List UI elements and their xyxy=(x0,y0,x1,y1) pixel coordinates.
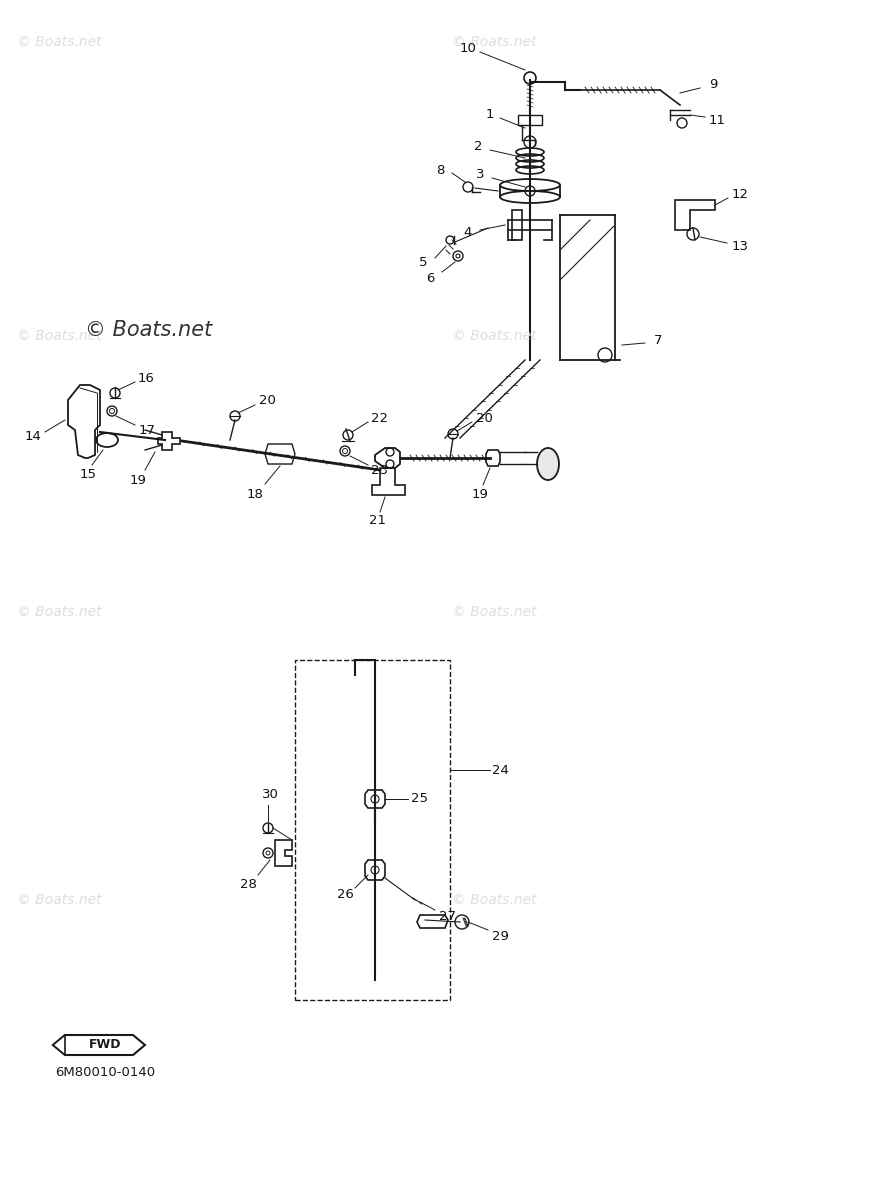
Text: © Boats.net: © Boats.net xyxy=(17,35,102,49)
Text: 6M80010-0140: 6M80010-0140 xyxy=(55,1066,155,1079)
Text: FWD: FWD xyxy=(89,1038,122,1051)
Ellipse shape xyxy=(537,448,559,480)
Text: © Boats.net: © Boats.net xyxy=(452,35,536,49)
Text: © Boats.net: © Boats.net xyxy=(452,605,536,619)
Text: © Boats.net: © Boats.net xyxy=(452,329,536,343)
Text: 14: 14 xyxy=(24,431,42,444)
Text: 29: 29 xyxy=(492,930,508,942)
Text: 6: 6 xyxy=(426,271,434,284)
Text: 28: 28 xyxy=(240,878,256,892)
Text: 19: 19 xyxy=(129,474,147,486)
Text: 12: 12 xyxy=(732,188,748,202)
Polygon shape xyxy=(53,1034,65,1055)
Text: © Boats.net: © Boats.net xyxy=(452,893,536,907)
Text: 11: 11 xyxy=(708,114,726,126)
Text: 7: 7 xyxy=(653,334,662,347)
Text: © Boats.net: © Boats.net xyxy=(85,320,212,340)
Text: 1: 1 xyxy=(486,108,494,121)
Text: 30: 30 xyxy=(262,787,278,800)
Text: 19: 19 xyxy=(472,487,488,500)
Text: 16: 16 xyxy=(137,372,155,384)
Text: 18: 18 xyxy=(247,487,263,500)
Text: 3: 3 xyxy=(475,168,484,181)
Text: 5: 5 xyxy=(419,257,428,270)
Text: 13: 13 xyxy=(732,240,748,252)
Text: © Boats.net: © Boats.net xyxy=(17,605,102,619)
Ellipse shape xyxy=(500,179,560,191)
Ellipse shape xyxy=(500,191,560,203)
Text: 27: 27 xyxy=(439,910,455,923)
Text: 2: 2 xyxy=(474,140,482,154)
Text: 15: 15 xyxy=(79,468,96,480)
Text: 17: 17 xyxy=(138,424,156,437)
Text: 22: 22 xyxy=(372,412,388,425)
Text: 10: 10 xyxy=(460,42,476,54)
Text: © Boats.net: © Boats.net xyxy=(17,893,102,907)
Text: 20: 20 xyxy=(259,395,275,408)
Text: 26: 26 xyxy=(336,888,354,901)
Text: 25: 25 xyxy=(412,792,428,805)
Text: 4: 4 xyxy=(464,227,472,240)
Text: 20: 20 xyxy=(475,412,493,425)
Text: 21: 21 xyxy=(369,515,387,528)
Text: 23: 23 xyxy=(372,464,388,478)
Text: © Boats.net: © Boats.net xyxy=(17,329,102,343)
Text: 24: 24 xyxy=(492,763,508,776)
Text: 9: 9 xyxy=(709,78,717,91)
Bar xyxy=(295,660,450,1000)
Text: 8: 8 xyxy=(436,163,444,176)
